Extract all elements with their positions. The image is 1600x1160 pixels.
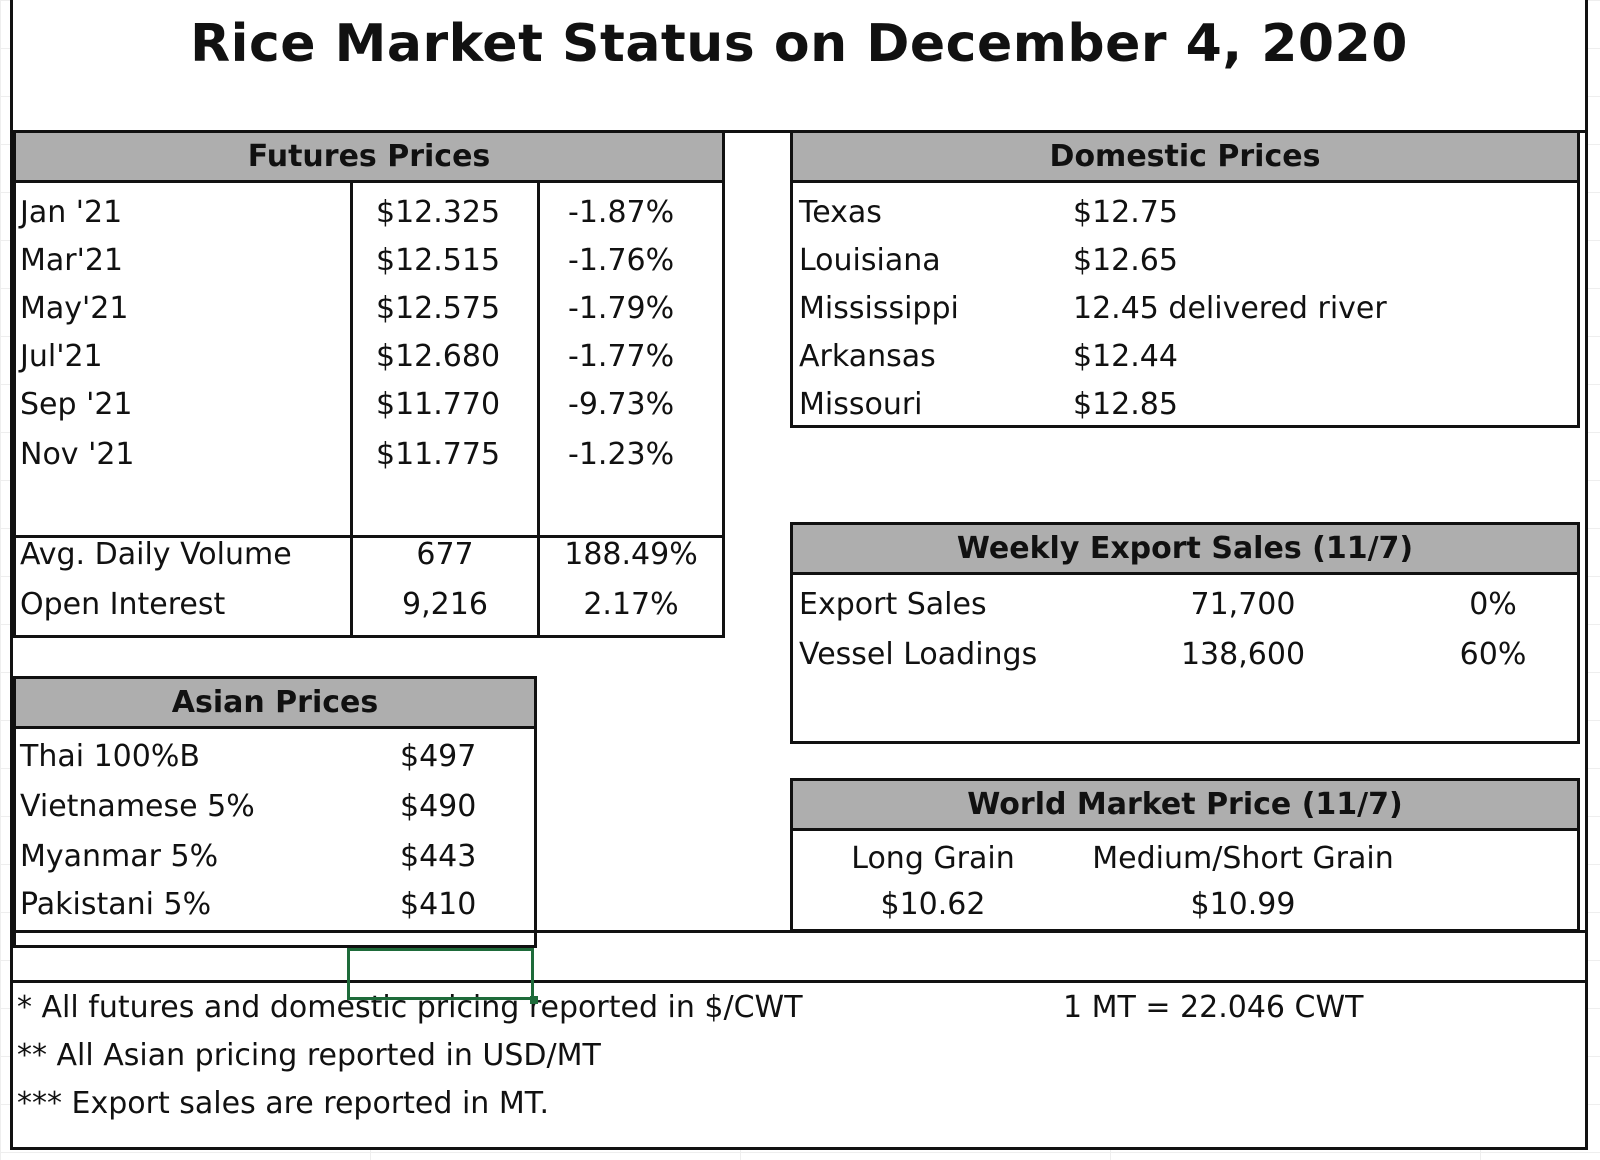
futures-prices-header: Futures Prices	[16, 133, 722, 183]
export-pct: 60%	[1459, 637, 1527, 672]
note-futures-units: * All futures and domestic pricing repor…	[17, 990, 803, 1025]
futures-price: $12.680	[376, 339, 501, 374]
domestic-price: 12.45 delivered river	[1073, 291, 1387, 326]
world-market-table: World Market Price (11/7) Long Grain Med…	[790, 778, 1580, 932]
domestic-prices-header: Domestic Prices	[793, 133, 1577, 183]
futures-col-divider-2	[537, 183, 540, 635]
asian-variety-label: Thai 100%B	[20, 739, 200, 774]
futures-price: $11.775	[376, 437, 501, 472]
stat-label: Avg. Daily Volume	[20, 537, 292, 572]
export-sales-table: Weekly Export Sales (11/7) Export Sales …	[790, 522, 1580, 744]
domestic-price: $12.75	[1073, 195, 1178, 230]
futures-contract-label: Jan '21	[20, 195, 123, 230]
fill-handle[interactable]	[530, 996, 538, 1004]
rice-market-report: Rice Market Status on December 4, 2020 F…	[10, 0, 1588, 1150]
stat-value: 9,216	[402, 587, 488, 622]
asian-price: $410	[400, 887, 477, 922]
futures-contract-label: Nov '21	[20, 437, 135, 472]
futures-change: -1.79%	[568, 291, 675, 326]
selected-cell[interactable]	[347, 948, 534, 1000]
note-export-units: *** Export sales are reported in MT.	[17, 1086, 550, 1121]
asian-prices-table: Asian Prices Thai 100%B $497 Vietnamese …	[13, 676, 537, 948]
medium-short-grain-label: Medium/Short Grain	[1092, 841, 1394, 876]
export-value: 71,700	[1190, 587, 1296, 622]
asian-prices-header: Asian Prices	[16, 679, 534, 729]
long-grain-label: Long Grain	[851, 841, 1015, 876]
report-title: Rice Market Status on December 4, 2020	[190, 14, 1408, 74]
domestic-price: $12.65	[1073, 243, 1178, 278]
export-sales-header: Weekly Export Sales (11/7)	[793, 525, 1577, 575]
notes-top-line	[13, 930, 1585, 933]
state-label: Mississippi	[799, 291, 959, 326]
futures-contract-label: Sep '21	[20, 387, 133, 422]
export-label: Vessel Loadings	[799, 637, 1038, 672]
futures-change: -1.87%	[568, 195, 675, 230]
stat-change: 2.17%	[583, 587, 679, 622]
state-label: Missouri	[799, 387, 923, 422]
state-label: Louisiana	[799, 243, 941, 278]
futures-price: $12.515	[376, 243, 501, 278]
futures-contract-label: May'21	[20, 291, 129, 326]
notes-divider	[13, 980, 1585, 983]
asian-price: $443	[400, 839, 477, 874]
futures-price: $12.325	[376, 195, 501, 230]
futures-change: -9.73%	[568, 387, 675, 422]
futures-change: -1.23%	[568, 437, 675, 472]
export-pct: 0%	[1469, 587, 1517, 622]
domestic-prices-table: Domestic Prices Texas $12.75 Louisiana $…	[790, 130, 1580, 428]
medium-short-grain-price[interactable]: $10.99	[1190, 887, 1296, 922]
futures-price: $12.575	[376, 291, 501, 326]
stat-label: Open Interest	[20, 587, 226, 622]
state-label: Texas	[799, 195, 882, 230]
export-label: Export Sales	[799, 587, 987, 622]
domestic-price: $12.44	[1073, 339, 1178, 374]
domestic-price: $12.85	[1073, 387, 1178, 422]
note-conversion: 1 MT = 22.046 CWT	[1063, 990, 1364, 1025]
world-market-header: World Market Price (11/7)	[793, 781, 1577, 831]
asian-variety-label: Myanmar 5%	[20, 839, 219, 874]
futures-prices-table: Futures Prices Jan '21 $12.325 -1.87% Ma…	[13, 130, 725, 638]
state-label: Arkansas	[799, 339, 936, 374]
asian-price: $490	[400, 789, 477, 824]
futures-stats-divider	[16, 535, 722, 538]
futures-change: -1.76%	[568, 243, 675, 278]
asian-variety-label: Vietnamese 5%	[20, 789, 255, 824]
futures-col-divider-1	[350, 183, 353, 635]
export-value: 138,600	[1180, 637, 1306, 672]
stat-change: 188.49%	[564, 537, 698, 572]
stat-value: 677	[416, 537, 474, 572]
long-grain-price[interactable]: $10.62	[880, 887, 986, 922]
note-asian-units: ** All Asian pricing reported in USD/MT	[17, 1038, 601, 1073]
futures-change: -1.77%	[568, 339, 675, 374]
futures-price: $11.770	[376, 387, 501, 422]
asian-variety-label: Pakistani 5%	[20, 887, 212, 922]
futures-contract-label: Mar'21	[20, 243, 124, 278]
asian-price: $497	[400, 739, 477, 774]
futures-contract-label: Jul'21	[20, 339, 103, 374]
